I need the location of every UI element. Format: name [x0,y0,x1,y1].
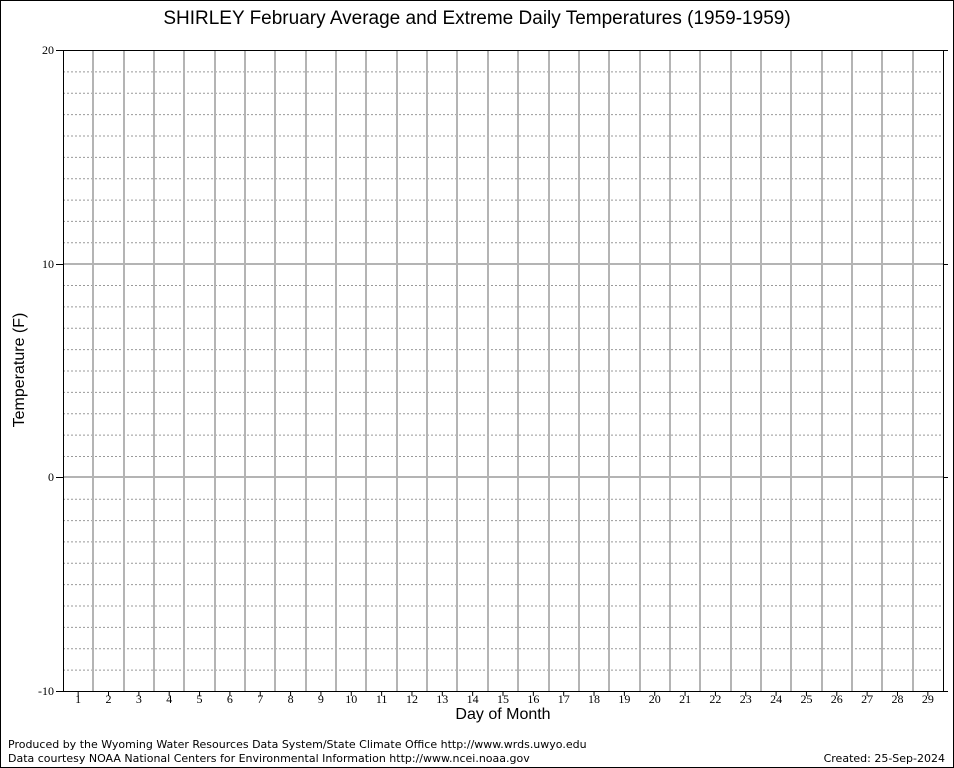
credit-line-ncei: Data courtesy NOAA National Centers for … [8,752,530,765]
x-tick-label: 20 [649,692,661,706]
x-tick-label: 6 [227,692,233,706]
y-tick-label: 10 [42,257,54,271]
x-tick-label: 16 [527,692,539,706]
x-tick-label: 22 [709,692,721,706]
x-tick-label: 26 [831,692,843,706]
x-tick-label: 15 [497,692,509,706]
y-tick-label: 20 [42,43,54,57]
x-tick-label: 7 [257,692,263,706]
x-tick-label: 11 [376,692,388,706]
created-date: Created: 25-Sep-2024 [823,752,945,765]
x-tick-label: 8 [288,692,294,706]
x-tick-label: 25 [800,692,812,706]
x-tick-label: 10 [345,692,357,706]
x-tick-label: 18 [588,692,600,706]
x-tick-label: 5 [197,692,203,706]
x-tick-label: 21 [679,692,691,706]
x-tick-label: 3 [136,692,142,706]
x-tick-label: 17 [558,692,570,706]
x-tick-label: 9 [318,692,324,706]
x-tick-label: 2 [106,692,112,706]
x-axis-label: Day of Month [455,706,551,723]
x-tick-label: 29 [922,692,934,706]
y-axis-label: Temperature (F) [11,312,28,428]
x-tick-label: 13 [436,692,448,706]
x-tick-label: 27 [861,692,873,706]
x-tick-label: 12 [406,692,418,706]
x-tick-label: 4 [166,692,172,706]
x-tick-label: 23 [740,692,752,706]
x-tick-label: 24 [770,692,782,706]
credit-line-wrds: Produced by the Wyoming Water Resources … [8,738,587,751]
x-tick-label: 28 [891,692,903,706]
y-tick-label: -10 [38,684,54,698]
chart-title: SHIRLEY February Average and Extreme Dai… [163,8,791,29]
x-tick-label: 1 [75,692,81,706]
x-tick-label: 14 [467,692,479,706]
y-tick-label: 0 [48,470,54,484]
x-tick-label: 19 [618,692,630,706]
